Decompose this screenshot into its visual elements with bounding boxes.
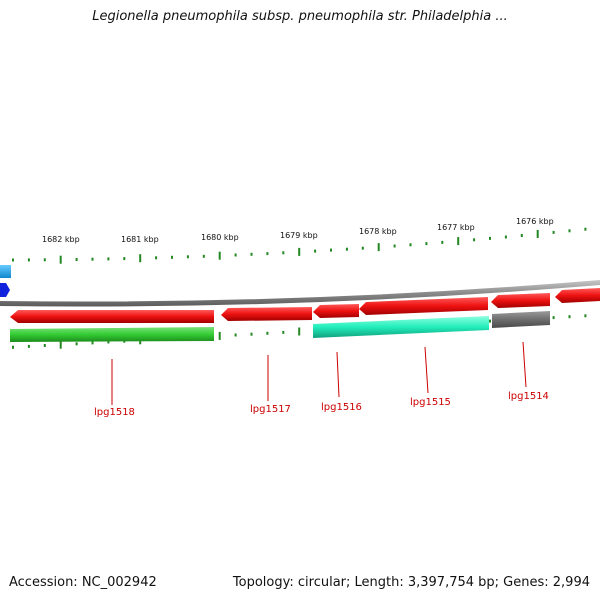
scale-label-1678: 1678 kbp <box>359 227 397 236</box>
edge-feature-blue[interactable] <box>0 283 10 297</box>
gene-label-lpg1515[interactable]: lpg1515 <box>410 397 451 408</box>
genome-summary: Topology: circular; Length: 3,397,754 bp… <box>232 575 590 590</box>
cds-arrow-lpg1515[interactable] <box>359 297 488 315</box>
scale-ticks-top <box>12 227 587 264</box>
leader-lpg1516 <box>336 351 340 398</box>
cds-arrow-lpg1518[interactable] <box>10 310 214 323</box>
gene-labels: lpg1518 lpg1517 lpg1516 lpg1515 lpg1514 <box>94 391 549 418</box>
leader-lpg1514 <box>522 341 527 388</box>
scale-label-1677: 1677 kbp <box>437 223 475 232</box>
gene-bar-lpg1518[interactable] <box>10 327 214 342</box>
map-title: Legionella pneumophila subsp. pneumophil… <box>92 9 508 24</box>
edge-feature-cyan[interactable] <box>0 265 11 278</box>
cds-track <box>10 288 600 323</box>
cds-arrow-lpg1514[interactable] <box>491 293 550 308</box>
accession-label: Accession: NC_002942 <box>9 575 157 590</box>
scale-label-1680: 1680 kbp <box>201 233 239 242</box>
scale-labels: 1682 kbp 1681 kbp 1680 kbp 1679 kbp 1678… <box>42 217 554 244</box>
cds-arrow-lpg1516[interactable] <box>313 304 359 318</box>
gene-label-lpg1518[interactable]: lpg1518 <box>94 407 135 418</box>
gene-label-lpg1517[interactable]: lpg1517 <box>250 404 291 415</box>
leader-lpg1515 <box>424 346 429 394</box>
scale-label-1682: 1682 kbp <box>42 235 80 244</box>
scale-label-1681: 1681 kbp <box>121 235 159 244</box>
cds-arrow-right-edge[interactable] <box>555 288 600 303</box>
genome-backbone <box>0 280 600 307</box>
scale-label-1676: 1676 kbp <box>516 217 554 226</box>
cds-arrow-lpg1517[interactable] <box>221 307 312 321</box>
gene-leaders <box>111 341 527 405</box>
gene-bar-lpg1516-1515[interactable] <box>313 316 489 338</box>
scale-label-1679: 1679 kbp <box>280 231 318 240</box>
gene-label-lpg1516[interactable]: lpg1516 <box>321 402 362 413</box>
gene-label-lpg1514[interactable]: lpg1514 <box>508 391 549 402</box>
gene-track <box>10 311 550 342</box>
gene-bar-lpg1514[interactable] <box>492 311 550 328</box>
